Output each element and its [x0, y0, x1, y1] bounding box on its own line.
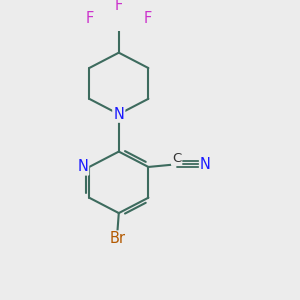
- Text: F: F: [115, 0, 123, 13]
- Text: F: F: [86, 11, 94, 26]
- Text: F: F: [143, 11, 152, 26]
- Text: N: N: [77, 160, 88, 175]
- Text: N: N: [200, 157, 211, 172]
- Text: Br: Br: [109, 232, 125, 247]
- Text: N: N: [113, 107, 124, 122]
- Text: C: C: [172, 152, 181, 165]
